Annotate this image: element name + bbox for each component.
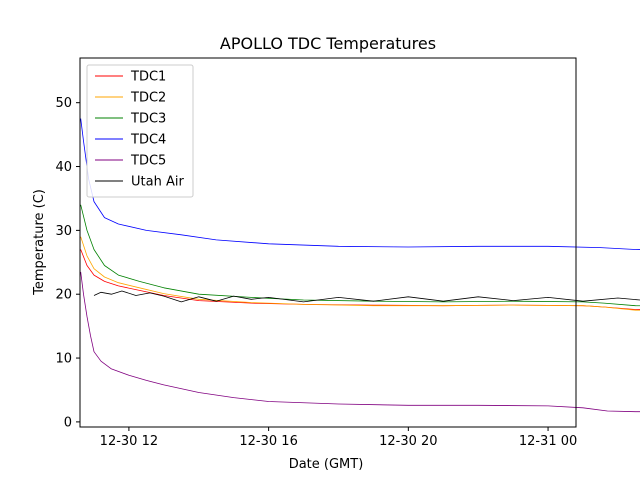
y-axis-label: Temperature (C): [32, 189, 47, 296]
legend-box: [86, 64, 194, 198]
legend-label: TDC1: [130, 70, 166, 85]
legend-label: TDC4: [130, 133, 166, 148]
y-tick-label: 10: [55, 352, 72, 367]
series-line-tdc3: [80, 204, 640, 307]
chart-title: APOLLO TDC Temperatures: [220, 34, 436, 53]
y-tick-label: 50: [55, 96, 72, 111]
y-tick-label: 40: [55, 160, 72, 175]
x-tick-label: 12-31 00: [519, 434, 577, 449]
legend-label: Utah Air: [131, 175, 184, 190]
series-layer: [80, 118, 640, 413]
series-line-tdc2: [80, 236, 640, 311]
series-line-tdc4: [80, 118, 640, 250]
y-tick-label: 20: [55, 288, 72, 303]
legend-label: TDC2: [130, 91, 166, 106]
y-tick-label: 0: [64, 415, 72, 430]
x-tick-label: 12-30 20: [379, 434, 437, 449]
series-line-tdc5: [80, 271, 640, 413]
plot-frame: [79, 57, 577, 428]
y-axis: 0 10 20 30 40 50: [55, 96, 80, 430]
x-tick-label: 12-30 12: [100, 434, 158, 449]
series-line-utah-air: [93, 290, 640, 303]
x-tick-label: 12-30 16: [239, 434, 297, 449]
legend-label: TDC5: [130, 154, 166, 169]
legend-label: TDC3: [130, 112, 166, 127]
x-axis-label: Date (GMT): [289, 457, 364, 472]
legend: TDC1 TDC2 TDC3 TDC4 TDC5 Utah Air: [86, 64, 194, 198]
y-tick-label: 30: [55, 224, 72, 239]
